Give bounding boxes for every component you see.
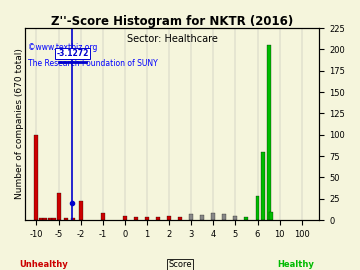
- Text: Score: Score: [168, 260, 192, 269]
- Bar: [101, 213, 105, 220]
- Bar: [156, 217, 160, 220]
- Text: The Research Foundation of SUNY: The Research Foundation of SUNY: [28, 59, 158, 68]
- Bar: [266, 45, 271, 220]
- Bar: [79, 201, 83, 220]
- Bar: [261, 152, 265, 220]
- Text: ©www.textbiz.org: ©www.textbiz.org: [28, 43, 98, 52]
- Bar: [233, 216, 237, 220]
- Bar: [48, 218, 52, 220]
- Bar: [222, 214, 226, 220]
- Y-axis label: Number of companies (670 total): Number of companies (670 total): [15, 49, 24, 200]
- Bar: [64, 218, 68, 220]
- Bar: [52, 218, 56, 220]
- Bar: [167, 216, 171, 220]
- Bar: [256, 196, 260, 220]
- Text: Sector: Healthcare: Sector: Healthcare: [127, 34, 218, 44]
- Bar: [269, 211, 273, 220]
- Bar: [200, 215, 204, 220]
- Bar: [57, 193, 60, 220]
- Bar: [211, 213, 215, 220]
- Bar: [71, 218, 75, 220]
- Bar: [178, 217, 182, 220]
- Text: -3.1272: -3.1272: [56, 49, 89, 58]
- Bar: [39, 218, 43, 220]
- Bar: [244, 217, 248, 220]
- Bar: [145, 217, 149, 220]
- Bar: [35, 135, 39, 220]
- Bar: [43, 218, 47, 220]
- Bar: [134, 217, 138, 220]
- Text: Healthy: Healthy: [277, 260, 314, 269]
- Bar: [123, 216, 127, 220]
- Bar: [189, 214, 193, 220]
- Title: Z''-Score Histogram for NKTR (2016): Z''-Score Histogram for NKTR (2016): [51, 15, 293, 28]
- Text: Unhealthy: Unhealthy: [19, 260, 68, 269]
